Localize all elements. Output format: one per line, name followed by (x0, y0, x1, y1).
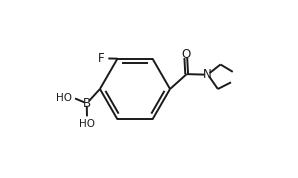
Text: B: B (83, 97, 91, 110)
Text: HO: HO (56, 93, 72, 103)
Text: HO: HO (79, 119, 95, 129)
Text: O: O (181, 48, 190, 61)
Text: N: N (203, 68, 212, 81)
Text: F: F (98, 52, 105, 65)
